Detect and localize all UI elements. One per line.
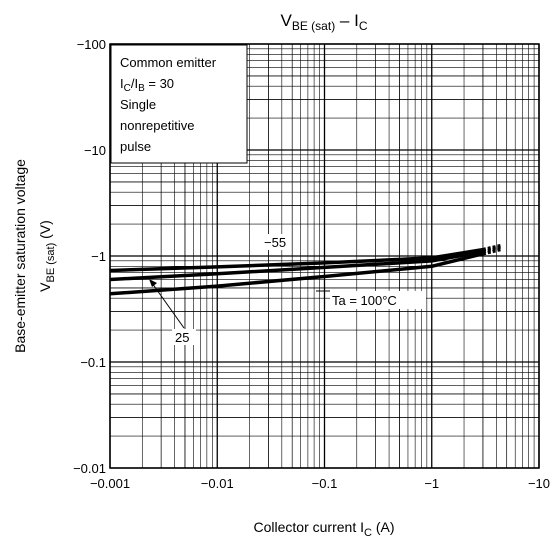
x-tick-label: −1 [424, 476, 439, 491]
y-axis-label-line2: VBE (sat) (V) [37, 220, 57, 292]
y-tick-label: −0.1 [80, 355, 106, 370]
y-tick-label: −1 [91, 249, 106, 264]
y-tick-label: −100 [77, 37, 106, 52]
label-bg-25 [172, 329, 196, 345]
y-axis-label-line1: Base-emitter saturation voltage [12, 159, 28, 353]
conditions-box [110, 44, 248, 164]
y-tick-label: −0.01 [73, 461, 106, 476]
x-tick-label: −0.001 [90, 476, 130, 491]
label-ta-100: Ta = 100°C [332, 293, 397, 308]
x-tick-labels: −0.001 −0.01 −0.1 −1 −10 [90, 476, 550, 491]
curve-series-0 [109, 247, 484, 273]
label-minus55: −55 [264, 235, 286, 250]
x-tick-label: −0.1 [312, 476, 338, 491]
y-tick-labels: −0.01 −0.1 −1 −10 −100 [73, 37, 106, 476]
label-25: 25 [175, 330, 189, 345]
label-bg-100 [330, 291, 426, 309]
curve-extrapolation-1 [482, 245, 502, 254]
plot-frame [109, 43, 540, 469]
y-tick-label: −10 [84, 143, 106, 158]
x-axis-label: Collector current IC (A) [254, 519, 395, 539]
curve-series-2 [109, 252, 484, 296]
curves [109, 243, 502, 296]
curve-extrapolation-2 [482, 247, 501, 256]
conditions-text: Common emitter IC/IB = 30 Single nonrepe… [120, 55, 220, 154]
x-tick-label: −10 [528, 476, 550, 491]
x-tick-label: −0.01 [201, 476, 234, 491]
curve-series-1 [109, 249, 484, 282]
chart-title: VBE (sat) – IC [281, 11, 368, 33]
label-bg-minus55 [262, 234, 288, 250]
leader-line-25 [151, 282, 185, 329]
leader-arrow-25 [149, 279, 157, 287]
